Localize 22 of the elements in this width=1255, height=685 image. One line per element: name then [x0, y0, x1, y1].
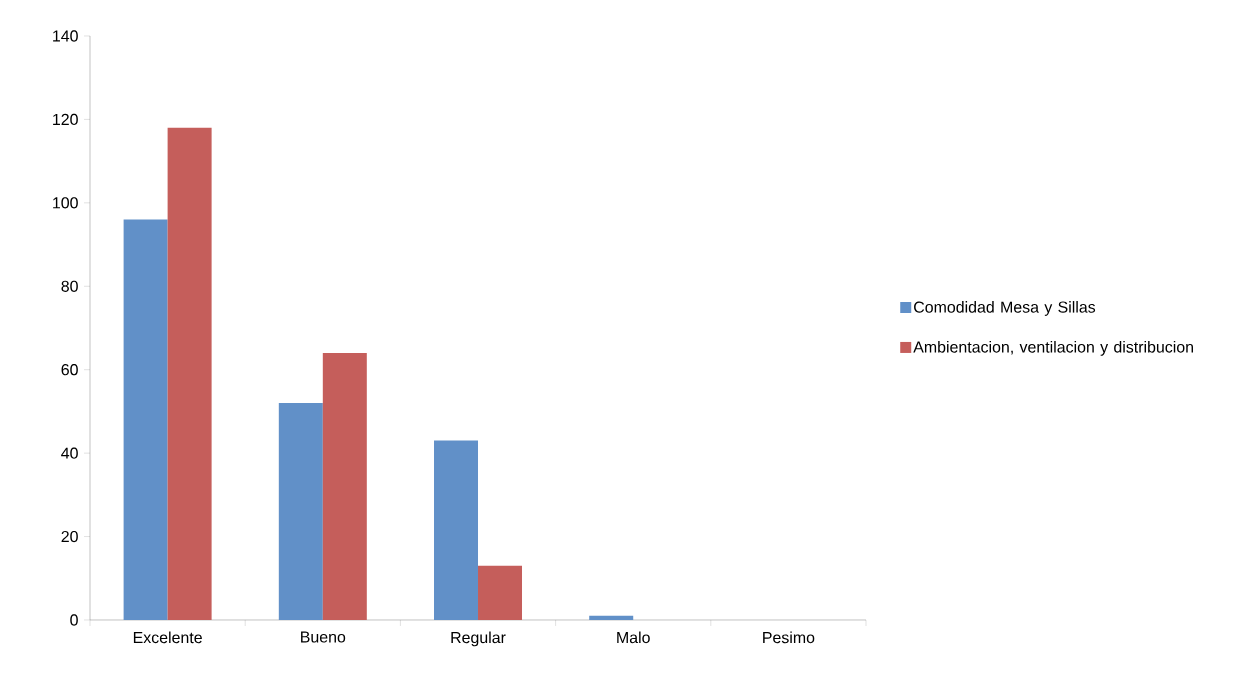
bar: [478, 565, 523, 620]
legend-label: Comodidad Mesa y Sillas: [914, 301, 1096, 316]
x-tick-label: Bueno: [301, 631, 346, 643]
bar: [123, 219, 168, 620]
legend-label: Ambientacion, ventilacion y distribucion: [913, 340, 1193, 356]
x-tick-label: Excelente: [133, 631, 202, 644]
x-tick-label: Regular: [451, 631, 506, 647]
y-tick-label: 120: [53, 113, 78, 126]
y-tick-label: 40: [61, 447, 78, 459]
y-tick-label: 80: [61, 280, 78, 292]
bar: [278, 403, 323, 620]
y-tick-label: 140: [53, 30, 78, 42]
bar: [167, 127, 212, 620]
y-tick-label: 60: [61, 364, 78, 376]
x-tick-label: Pesimo: [763, 631, 815, 644]
y-tick-label: 100: [53, 197, 78, 209]
bar: [322, 353, 367, 620]
x-tick-label: Malo: [617, 631, 650, 644]
bar: [589, 615, 634, 620]
bar: [434, 440, 479, 620]
y-tick-label: 0: [70, 614, 78, 626]
y-tick-label: 20: [61, 530, 78, 543]
